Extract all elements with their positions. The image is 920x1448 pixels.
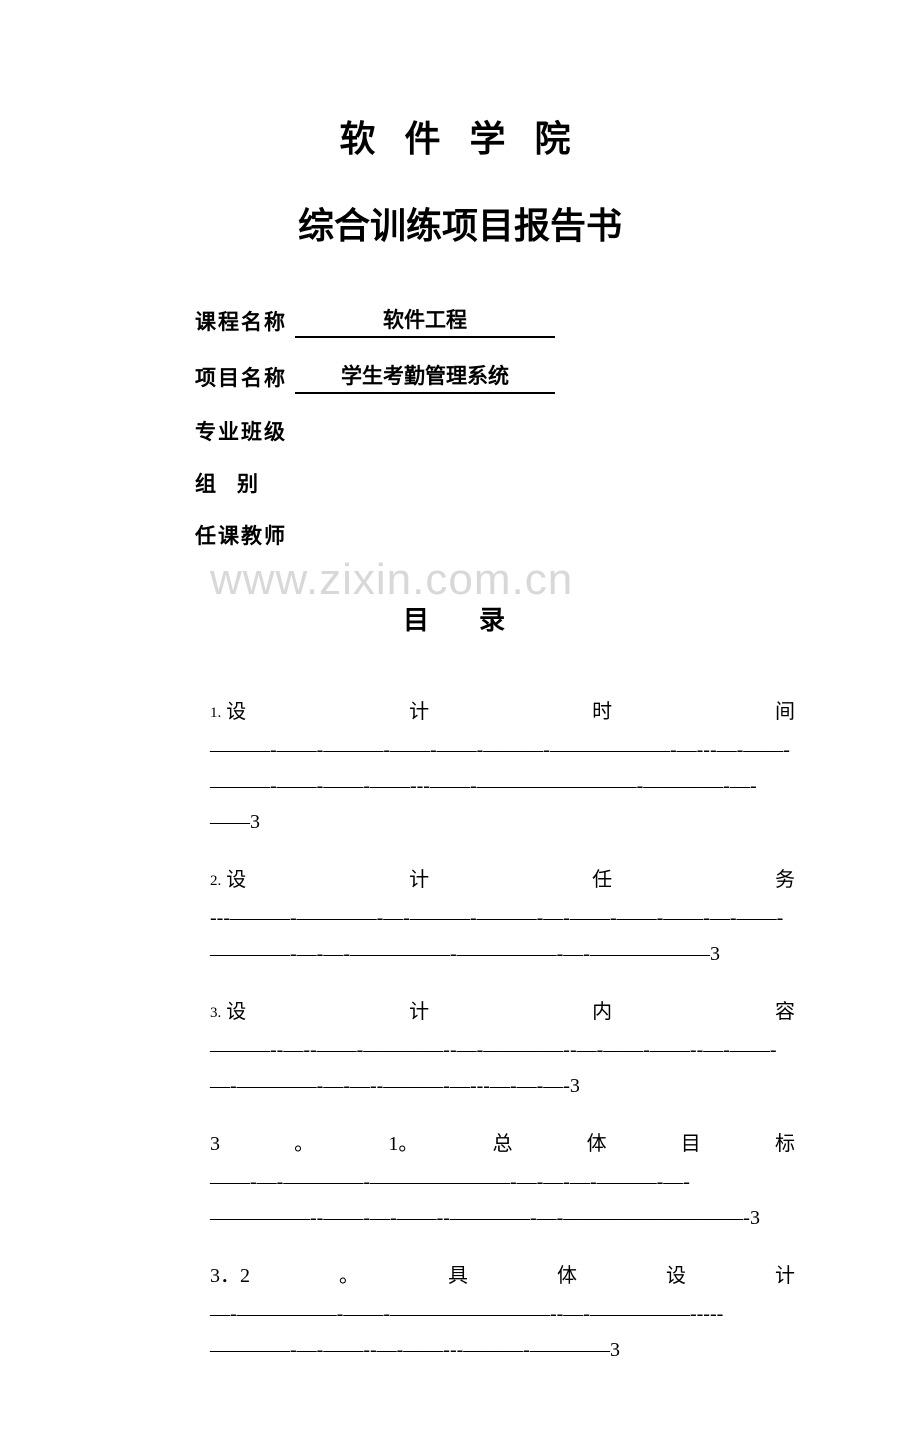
toc-char: 具 [448,1256,468,1296]
toc-char: 容 [775,992,795,1032]
course-label: 课程名称 [195,306,295,336]
toc-entry-3-2: 3．2 。 具 体 设 计 —-—————-——-————————--—-———… [210,1256,795,1368]
toc-char: 1。 [388,1124,418,1164]
toc-char: 间 [775,692,795,732]
course-value: 软件工程 [295,304,555,338]
toc-heading: 目 录 [95,600,825,637]
form-row-project: 项目名称 学生考勤管理系统 [195,360,825,394]
project-value: 学生考勤管理系统 [295,360,555,394]
project-label: 项目名称 [195,362,295,392]
report-title: 综合训练项目报告书 [95,197,825,249]
form-row-group: 组 别 [195,468,825,498]
toc-char: 3 [210,1124,220,1164]
toc-leader-3-1: ——-—-————-———————-—-—-—-———-—-—————--——-… [210,1164,795,1236]
toc-char: 设 [226,701,246,723]
cover-form: 课程名称 软件工程 项目名称 学生考勤管理系统 专业班级 组 别 任课教师 [95,304,825,550]
toc-entry-3-1: 3 。 1。 总 体 目 标 ——-—-————-———————-—-—-—-—… [210,1124,795,1236]
toc-num-2: 2. [210,873,221,889]
toc-char: 计 [775,1256,795,1296]
toc-entry-1: 1. 设 计 时 间 ———-——-———-——-——-———-——————-—… [210,692,795,840]
teacher-label: 任课教师 [195,520,295,550]
toc-char: 内 [592,992,612,1032]
toc-num-1: 1. [210,705,221,721]
form-row-course: 课程名称 软件工程 [195,304,825,338]
group-label: 组 别 [195,468,295,498]
toc-char: 时 [592,692,612,732]
toc-char: 设 [226,869,246,891]
form-row-class: 专业班级 [195,416,825,446]
toc-num-3: 3. [210,1005,221,1021]
class-label: 专业班级 [195,416,295,446]
toc-char: 设 [226,1001,246,1023]
toc-char: 计 [409,992,429,1032]
toc-leader-2: ---———-————-—-———-———-—-——-——-——-—-——-——… [210,900,795,972]
toc-char: 任 [592,860,612,900]
toc-entry-2: 2. 设 计 任 务 ---———-————-—-———-———-—-——-——… [210,860,795,972]
toc-char: 总 [492,1124,512,1164]
toc-char: 设 [666,1256,686,1296]
toc-char: 目 [681,1124,701,1164]
form-row-teacher: 任课教师 [195,520,825,550]
toc-char: 3．2 [210,1256,250,1296]
toc-char: 计 [409,860,429,900]
toc-entry-3: 3. 设 计 内 容 ———--—--——-————--—-————--—-——… [210,992,795,1104]
toc-char: 体 [587,1124,607,1164]
toc-char: 。 [339,1256,359,1296]
institution-title: 软 件 学 院 [95,110,825,162]
toc-leader-1: ———-——-———-——-——-———-——————-—---—-——-———… [210,732,795,840]
toc-leader-3-2: —-—————-——-————————--—-—————-----————-—-… [210,1296,795,1368]
toc-leader-3: ———--—--——-————--—-————--—-——-——--—-——-—… [210,1032,795,1104]
toc-char: 体 [557,1256,577,1296]
toc-char: 计 [409,692,429,732]
toc-char: 标 [775,1124,795,1164]
table-of-contents: 1. 设 计 时 间 ———-——-———-——-——-———-——————-—… [95,692,825,1368]
toc-char: 务 [775,860,795,900]
toc-char: 。 [294,1124,314,1164]
watermark-text: www.zixin.com.cn [210,555,573,605]
